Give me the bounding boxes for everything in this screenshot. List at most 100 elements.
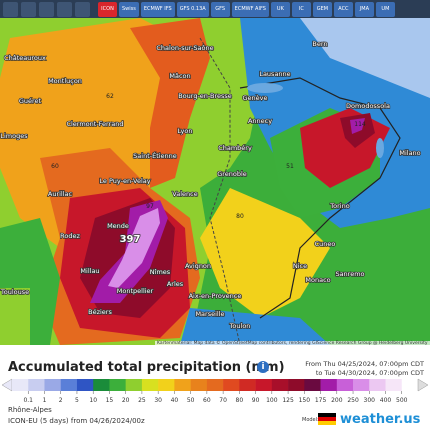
zoom-out-button[interactable] <box>57 1 72 17</box>
map-value: 51 <box>286 163 294 170</box>
scale-label: 300 <box>364 397 376 404</box>
city-label: Annecy <box>248 117 272 125</box>
city-label: Toulon <box>229 322 251 330</box>
scale-label: 70 <box>219 397 227 404</box>
scale-label: 2 <box>59 397 63 404</box>
city-label: Rodez <box>60 232 80 240</box>
scale-swatch <box>158 379 175 391</box>
city-label: Guéret <box>19 97 42 105</box>
model-button[interactable]: JMA <box>354 1 374 17</box>
city-label: Grenoble <box>217 170 247 178</box>
model-button[interactable]: ECMWF AIFS <box>231 1 269 17</box>
scale-swatch <box>28 379 45 391</box>
scale-label: 80 <box>236 397 244 404</box>
flag <box>318 413 336 425</box>
scale-swatch <box>141 379 159 391</box>
region: Rhône-Alpes <box>8 406 52 414</box>
model-button[interactable]: GFS 0.13A <box>176 1 209 17</box>
model-button[interactable]: ECMWF IFS <box>140 1 175 17</box>
city-label: Montpellier <box>117 287 154 295</box>
city-label: Nice <box>293 262 307 270</box>
city-label: Monaco <box>305 276 330 284</box>
scale-label: 1 <box>43 397 47 404</box>
scale-swatch <box>336 379 354 391</box>
city-label: Chalon-sur-Saône <box>156 44 213 52</box>
map-value: 97 <box>146 203 154 210</box>
scale-swatch <box>401 379 419 391</box>
scale-label: 200 <box>331 397 343 404</box>
model-button[interactable]: ACC <box>333 1 353 17</box>
model-button[interactable]: UK <box>270 1 290 17</box>
scale-label: 50 <box>187 397 195 404</box>
scale-swatch <box>353 379 370 391</box>
scale-swatch <box>223 379 240 391</box>
scale-swatch <box>109 379 126 391</box>
city-label: Millau <box>80 267 99 275</box>
brand: weather.us <box>340 412 421 427</box>
model-button[interactable]: UM <box>375 1 395 17</box>
city-label: Limoges <box>0 132 28 140</box>
city-label: Nîmes <box>150 268 171 276</box>
city-label: Genève <box>242 94 267 102</box>
city-label: Le Puy-en-Velay <box>99 177 150 185</box>
city-label: Arles <box>167 280 184 288</box>
info-button[interactable]: i <box>257 361 269 373</box>
scale-label: 40 <box>171 397 179 404</box>
city-label: Avignon <box>185 262 211 270</box>
scale-label: 125 <box>282 397 294 404</box>
color-scale: 0.1 1 2 5 10 15 20 25 30 40 50 60 70 80 90 100 125 150 175… <box>1 378 429 404</box>
zoom-in-button[interactable] <box>39 1 54 17</box>
scale-label: 250 <box>347 397 359 404</box>
city-label: Châteauroux <box>4 54 46 62</box>
city-label: Toulouse <box>0 288 29 296</box>
city-label: Torino <box>329 202 349 210</box>
location-button[interactable] <box>21 1 36 17</box>
scale-label: 175 <box>315 397 327 404</box>
model-button[interactable]: IC <box>291 1 311 17</box>
city-label: Clermont-Ferrand <box>66 120 123 128</box>
scale-label: 100 <box>266 397 278 404</box>
city-label: Bourg-en-Bresse <box>178 92 232 100</box>
city-label: Aix-en-Provence <box>189 292 242 300</box>
calendar-button[interactable] <box>75 1 90 17</box>
scale-swatch <box>255 379 273 391</box>
city-label: Mâcon <box>169 72 190 80</box>
search-button[interactable] <box>3 1 18 17</box>
city-label: Mende <box>107 222 129 230</box>
scale-arrow <box>417 378 429 392</box>
model-button[interactable]: ICON <box>98 1 117 17</box>
scale-swatch <box>385 379 403 391</box>
scale-label: 30 <box>154 397 162 404</box>
city-label: Sanremo <box>335 270 364 278</box>
city-label: Aurillac <box>48 190 73 198</box>
scale-arrow <box>1 378 13 392</box>
model-label: Model: <box>302 417 319 423</box>
city-label: Milano <box>399 149 420 157</box>
scale-label: 150 <box>299 397 311 404</box>
scale-label: 400 <box>380 397 392 404</box>
map-value: 397 <box>120 234 141 245</box>
scale-swatch <box>125 379 143 391</box>
model-button[interactable]: Swiss <box>119 1 139 17</box>
map-value: 62 <box>106 93 114 100</box>
city-label: Saint-Étienne <box>133 151 177 160</box>
scale-swatch <box>288 379 305 391</box>
scale-swatch <box>369 379 386 391</box>
scale-label: 25 <box>138 397 146 404</box>
city-label: Cuneo <box>315 240 336 248</box>
model-button[interactable]: GFS <box>210 1 230 17</box>
scale-swatch <box>76 379 94 391</box>
scale-swatch <box>12 379 29 391</box>
scale-swatch <box>60 379 78 391</box>
scale-swatch <box>93 379 110 391</box>
scale-swatch <box>206 379 224 391</box>
scale-swatch <box>174 379 191 391</box>
city-label: Chambéry <box>218 144 252 152</box>
scale-label: 500 <box>396 397 408 404</box>
scale-label: 10 <box>89 397 97 404</box>
scale-swatch <box>304 379 321 391</box>
scale-swatch <box>190 379 208 391</box>
city-label: Béziers <box>88 308 112 316</box>
model-button[interactable]: GEM <box>312 1 332 17</box>
